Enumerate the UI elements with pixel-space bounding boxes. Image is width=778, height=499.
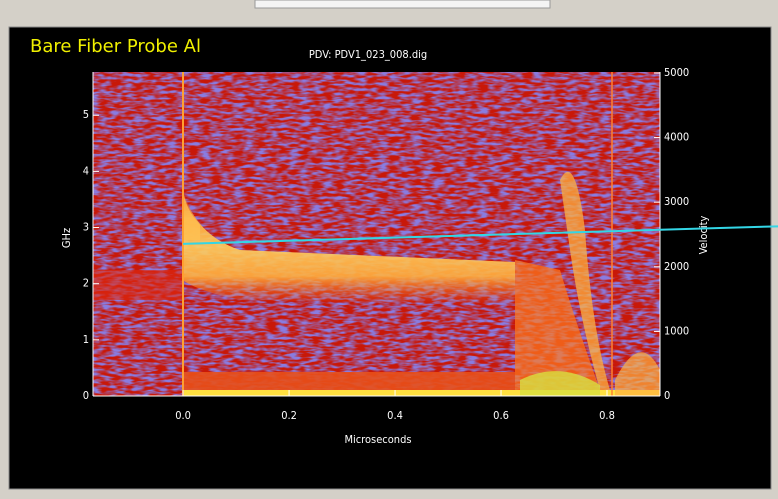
y2-tick-label: 5000 [664,66,689,79]
x-axis-label: Microseconds [344,433,411,446]
y2-tick-label: 3000 [664,195,689,208]
y2-axis-label: Velocity [697,215,710,254]
x-tick-label: 0.0 [175,409,191,422]
y-axis-label: GHz [60,228,73,248]
y2-tick-label: 4000 [664,131,689,144]
x-tick-label: 0.8 [599,409,615,422]
y2-tick-label: 0 [664,389,670,402]
y2-tick-label: 2000 [664,260,689,273]
y-tick-label: 4 [83,164,89,177]
x-tick-label: 0.4 [387,409,403,422]
fit-line-extension [659,225,778,231]
annotation: Bare Fiber Probe Al [30,36,201,57]
y2-tick-label: 1000 [664,324,689,337]
y-tick-label: 2 [83,277,89,290]
x-tick-label: 0.2 [281,409,297,422]
y-tick-label: 3 [83,221,89,234]
x-tick-label: 0.6 [493,409,509,422]
spectrogram [93,72,660,396]
chart-title: PDV: PDV1_023_008.dig [309,48,427,61]
y-tick-label: 1 [83,333,89,346]
fit-line [183,228,661,245]
y-tick-label: 5 [83,108,89,121]
y-tick-label: 0 [83,389,89,402]
title-strip [254,0,551,9]
